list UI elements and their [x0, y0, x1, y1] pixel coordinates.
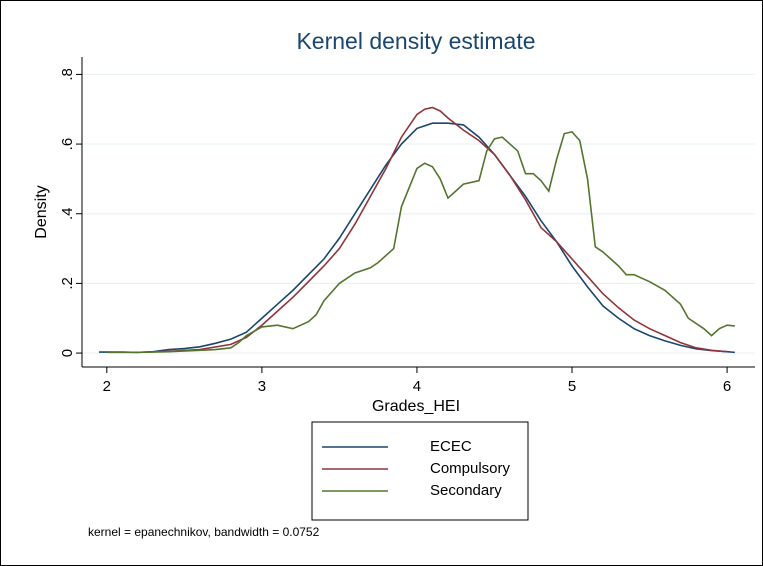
note: kernel = epanechnikov, bandwidth = 0.075… [88, 525, 320, 539]
chart-title: Kernel density estimate [296, 28, 535, 54]
y-axis-title: Density [33, 185, 50, 238]
y-tick-label: .4 [59, 207, 76, 220]
legend-label: Compulsory [430, 460, 511, 477]
y-tick-label: .6 [59, 138, 76, 151]
x-tick-label: 5 [568, 378, 576, 395]
x-tick-label: 3 [258, 378, 266, 395]
x-tick-label: 6 [723, 378, 731, 395]
legend-label: ECEC [430, 438, 472, 455]
density-line [99, 122, 735, 354]
x-tick-label: 2 [103, 378, 111, 395]
density-line [106, 131, 735, 354]
x-tick-label: 4 [413, 378, 421, 395]
y-tick-label: 0 [59, 349, 76, 357]
y-tick-label: .8 [59, 68, 76, 81]
legend-label: Secondary [430, 482, 502, 499]
density-line [106, 106, 728, 354]
y-tick-label: .2 [59, 277, 76, 290]
x-axis-title: Grades_HEI [372, 398, 460, 415]
legend-box [311, 421, 529, 521]
